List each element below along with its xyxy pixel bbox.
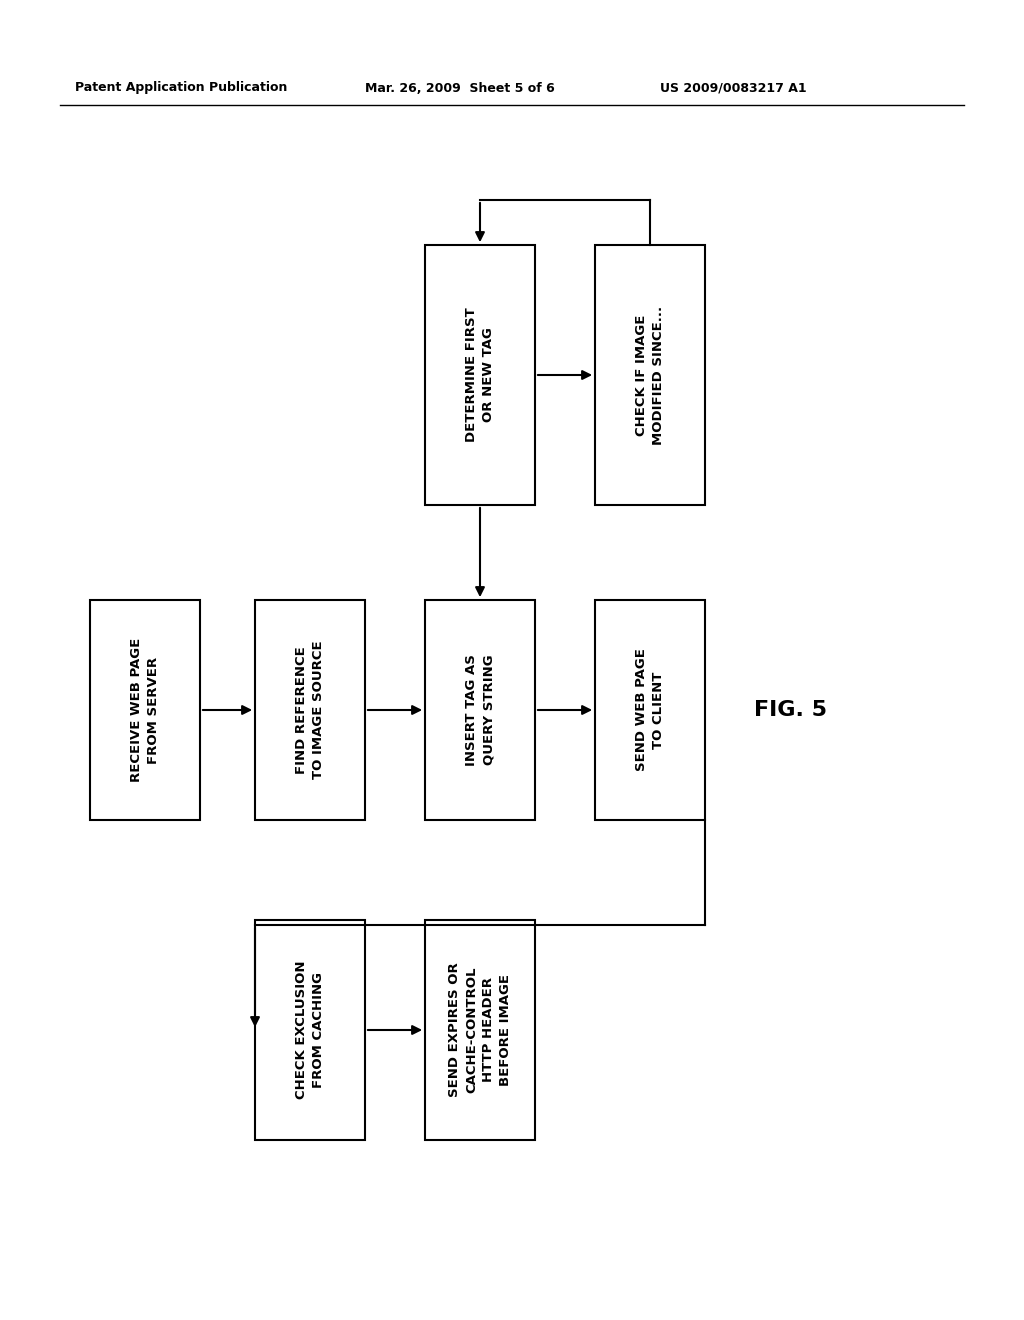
Text: FIND REFERENCE
TO IMAGE SOURCE: FIND REFERENCE TO IMAGE SOURCE (295, 640, 325, 779)
Bar (425, 601, 535, 820)
Text: CHECK IF IMAGE
MODIFIED SINCE...: CHECK IF IMAGE MODIFIED SINCE... (635, 305, 665, 445)
Text: US 2009/0083217 A1: US 2009/0083217 A1 (660, 82, 807, 95)
Bar (425, 920, 535, 1140)
Bar (595, 246, 705, 506)
Bar (255, 920, 365, 1140)
Text: RECEIVE WEB PAGE
FROM SERVER: RECEIVE WEB PAGE FROM SERVER (130, 638, 160, 783)
Text: SEND EXPIRES OR
CACHE-CONTROL
HTTP HEADER
BEFORE IMAGE: SEND EXPIRES OR CACHE-CONTROL HTTP HEADE… (449, 962, 512, 1097)
Text: SEND WEB PAGE
TO CLIENT: SEND WEB PAGE TO CLIENT (635, 648, 665, 771)
Text: DETERMINE FIRST
OR NEW TAG: DETERMINE FIRST OR NEW TAG (465, 308, 495, 442)
Text: Patent Application Publication: Patent Application Publication (75, 82, 288, 95)
Text: CHECK EXCLUSION
FROM CACHING: CHECK EXCLUSION FROM CACHING (295, 961, 325, 1100)
Bar (425, 246, 535, 506)
Text: Mar. 26, 2009  Sheet 5 of 6: Mar. 26, 2009 Sheet 5 of 6 (365, 82, 555, 95)
Text: FIG. 5: FIG. 5 (754, 700, 826, 719)
Text: INSERT TAG AS
QUERY STRING: INSERT TAG AS QUERY STRING (465, 655, 495, 766)
Bar (595, 601, 705, 820)
Bar (90, 601, 200, 820)
Bar (255, 601, 365, 820)
